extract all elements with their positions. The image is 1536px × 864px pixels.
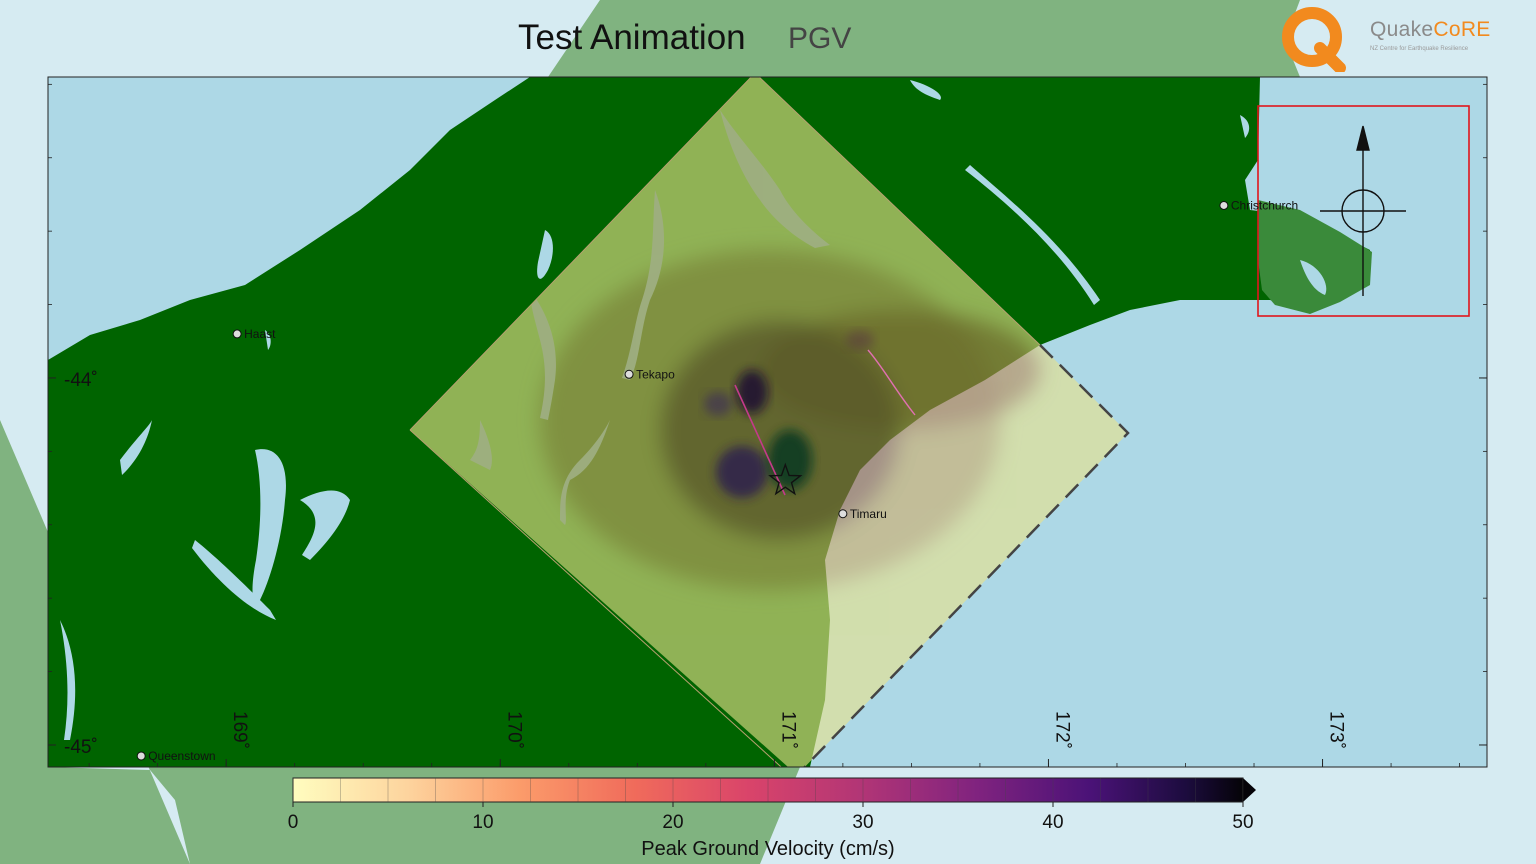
map-title: Test Animation <box>518 18 746 57</box>
map-frame: 169˚ 170˚ 171˚ 172˚ 173˚ -44˚ -45˚ Christchurc… <box>48 77 1487 767</box>
quakecore-logo: QuakeCoRE NZ Centre for Earthquake Resil… <box>1278 4 1498 74</box>
city-marker <box>838 509 848 519</box>
city-marker <box>624 369 634 379</box>
colorbar-tick-label: 10 <box>472 812 493 833</box>
colorbar-tick-label: 20 <box>662 812 683 833</box>
lon-tick-label: 169˚ <box>229 711 250 749</box>
lon-tick-label: 171˚ <box>777 711 798 749</box>
epicenter-star-icon <box>768 462 803 496</box>
city-marker <box>136 751 146 761</box>
city-label: Christchurch <box>1231 198 1298 212</box>
city-label: Haast <box>244 327 276 341</box>
axis-ticks: 169˚ 170˚ 171˚ 172˚ 173˚ -44˚ -45˚ <box>48 83 1487 767</box>
colorbar-tick-label: 40 <box>1042 812 1063 833</box>
domain-edge-lower <box>409 429 782 767</box>
epicenter <box>768 462 803 496</box>
city-marker <box>232 329 242 339</box>
city-label: Tekapo <box>636 367 675 381</box>
colorbar-arrow <box>1243 778 1256 802</box>
map-subtitle: PGV <box>788 22 852 55</box>
north-arrow-icon <box>1320 125 1406 296</box>
colorbar-tick-label: 30 <box>852 812 873 833</box>
lat-tick-label: -44˚ <box>64 370 98 391</box>
domain-edge <box>409 77 1041 431</box>
colorbar-label: Peak Ground Velocity (cm/s) <box>641 838 894 860</box>
lon-tick-label: 173˚ <box>1326 711 1347 749</box>
lon-tick-label: 170˚ <box>503 711 524 749</box>
lat-tick-label: -45˚ <box>64 737 98 758</box>
cities: Christchurch Haast Tekapo Timaru Queenstown <box>136 198 1298 763</box>
domain-boundary-dashed <box>803 344 1130 767</box>
logo-text: QuakeCoRE <box>1370 18 1491 41</box>
city-marker <box>1219 200 1229 210</box>
city-label: Queenstown <box>148 749 215 763</box>
lakes <box>60 80 1327 740</box>
map-border <box>47 76 1488 768</box>
colorbar-tick-label: 50 <box>1232 812 1253 833</box>
banks-peninsula <box>1258 200 1372 314</box>
logo-tagline: NZ Centre for Earthquake Resilience <box>1370 46 1469 52</box>
lon-tick-label: 172˚ <box>1051 711 1072 749</box>
inset-box <box>1257 105 1470 317</box>
colorbar: 0 10 20 30 40 50 Peak Ground Velocity (cm/s) <box>288 777 1256 860</box>
colorbar-tick-label: 0 <box>288 812 299 833</box>
pgv-hotspots <box>704 330 916 498</box>
city-label: Timaru <box>850 507 887 521</box>
quakecore-logo-icon <box>1282 7 1346 74</box>
